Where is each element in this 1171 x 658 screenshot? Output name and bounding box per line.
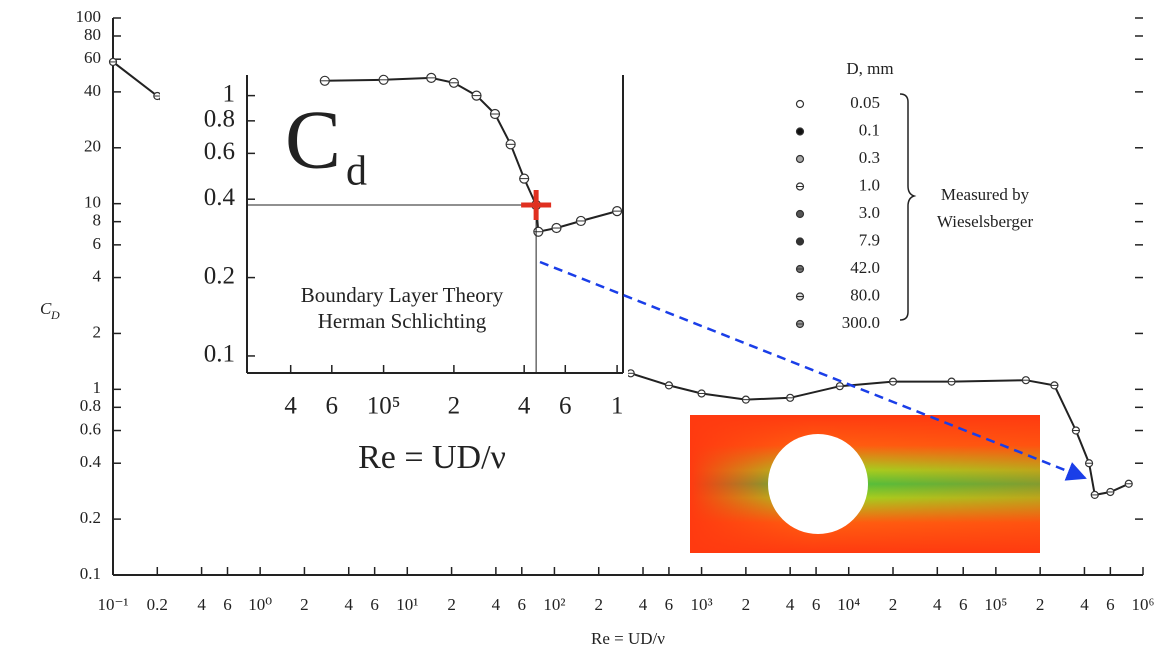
x-tick-label: 6 (1106, 595, 1115, 614)
legend-note: Measured by (941, 185, 1030, 204)
inset-title-sub: d (346, 149, 367, 195)
legend-marker (795, 209, 805, 219)
y-tick-label: 0.4 (80, 452, 102, 471)
x-tick-label: 2 (1036, 595, 1045, 614)
x-tick-label: 4 (1080, 595, 1089, 614)
x-axis-label: Re = UD/ν (591, 629, 665, 648)
x-tick-label: 10⁴ (837, 595, 860, 614)
legend-marker (795, 99, 805, 109)
x-tick-label: 4 (933, 595, 942, 614)
x-tick-label: 4 (344, 595, 353, 614)
x-tick-label: 2 (300, 595, 309, 614)
legend-brace (899, 93, 917, 321)
y-tick-label: 0.1 (80, 564, 101, 583)
x-tick-label: 6 (559, 393, 572, 420)
y-tick-label: 0.8 (204, 106, 235, 133)
y-axis-label: C (40, 299, 52, 318)
legend-entry: 0.3 (859, 148, 880, 167)
flow-image (690, 415, 1040, 553)
legend-entry: 0.05 (850, 93, 880, 112)
x-tick-label: 6 (223, 595, 232, 614)
inset-annotation: Herman Schlichting (318, 309, 487, 333)
highlight-marker (521, 190, 552, 221)
y-tick-label: 60 (84, 48, 101, 67)
x-tick-label: 6 (812, 595, 821, 614)
x-tick-label: 2 (448, 393, 461, 420)
x-tick-label: 1 (611, 393, 624, 420)
x-tick-label: 4 (284, 393, 297, 420)
x-tick-label: 6 (518, 595, 527, 614)
legend-entry: 7.9 (859, 230, 880, 249)
y-tick-label: 20 (84, 137, 101, 156)
x-tick-label: 10² (543, 595, 565, 614)
legend-marker (795, 154, 805, 164)
y-tick-label: 80 (84, 25, 101, 44)
x-tick-label: 10⁵ (984, 595, 1007, 614)
x-tick-label: 10¹ (396, 595, 418, 614)
x-tick-label: 4 (518, 393, 531, 420)
y-tick-label: 6 (93, 234, 102, 253)
x-tick-label: 6 (959, 595, 968, 614)
x-tick-label: 4 (197, 595, 206, 614)
legend-marker (795, 127, 805, 136)
x-tick-label: 2 (447, 595, 456, 614)
x-tick-label: 10⁵ (367, 393, 401, 420)
y-tick-label: 0.6 (204, 138, 235, 165)
x-tick-label: 2 (594, 595, 603, 614)
y-tick-label: 1 (93, 378, 102, 397)
inset-background (160, 55, 628, 495)
y-tick-label: 8 (93, 211, 102, 230)
x-axis-label: Re = UD/ν (358, 439, 506, 476)
legend-title: D, mm (846, 59, 893, 78)
y-tick-label: 0.2 (80, 508, 101, 527)
y-tick-label: 0.2 (204, 262, 235, 289)
x-tick-label: 10⁻¹ (97, 595, 128, 614)
x-tick-label: 6 (326, 393, 339, 420)
y-tick-label: 0.4 (204, 184, 236, 211)
y-tick-label: 0.8 (80, 396, 101, 415)
y-axis-label-sub: D (50, 308, 60, 322)
x-tick-label: 10⁰ (248, 595, 272, 614)
legend-entry: 3.0 (859, 203, 880, 222)
legend-entry: 1.0 (859, 175, 880, 194)
y-tick-label: 4 (93, 266, 102, 285)
y-tick-label: 40 (84, 81, 101, 100)
legend-entry: 300.0 (842, 313, 880, 332)
x-tick-label: 2 (742, 595, 751, 614)
legend-note: Wieselsberger (937, 212, 1034, 231)
inset-annotation: Boundary Layer Theory (301, 283, 504, 307)
inset-title: C (285, 93, 341, 186)
x-tick-label: 6 (665, 595, 674, 614)
legend-entry: 42.0 (850, 258, 880, 277)
x-tick-label: 4 (492, 595, 501, 614)
y-tick-label: 100 (76, 7, 102, 26)
y-tick-label: 0.1 (204, 341, 235, 368)
y-tick-label: 10 (84, 193, 101, 212)
legend-entry: 0.1 (859, 120, 880, 139)
y-tick-label: 1 (223, 80, 236, 107)
x-tick-label: 6 (370, 595, 379, 614)
x-tick-label: 10⁶ (1132, 595, 1155, 614)
x-tick-label: 4 (786, 595, 795, 614)
x-tick-label: 4 (639, 595, 648, 614)
legend-entry: 80.0 (850, 285, 880, 304)
x-tick-label: 10³ (691, 595, 713, 614)
zoom-arrow (539, 260, 1087, 481)
x-tick-label: 2 (889, 595, 898, 614)
x-tick-label: 0.2 (147, 595, 168, 614)
y-tick-label: 0.6 (80, 419, 101, 438)
y-tick-label: 2 (93, 322, 102, 341)
